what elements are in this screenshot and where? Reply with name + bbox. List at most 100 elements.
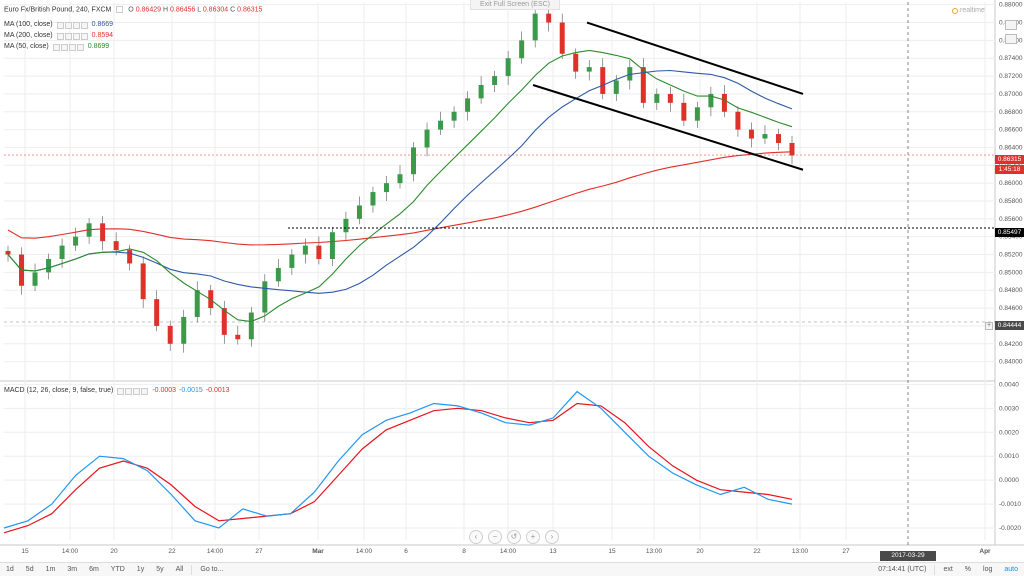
candle-bull: [383, 183, 389, 193]
candle-bull: [451, 111, 457, 121]
price-tick-label: 0.86600: [999, 127, 1023, 134]
scroll-right-icon[interactable]: ›: [545, 530, 559, 544]
candle-bear: [140, 263, 146, 300]
open-value: 0.86429: [135, 6, 162, 14]
time-tick-label: 8: [462, 548, 466, 555]
candle-bear: [559, 22, 565, 54]
settings-icon[interactable]: [125, 387, 133, 395]
candle-bull: [586, 67, 592, 72]
more-icon[interactable]: [76, 43, 84, 51]
candle-bear: [748, 129, 754, 139]
candle-bull: [289, 254, 295, 268]
utc-clock[interactable]: 07:14:41 (UTC): [878, 565, 927, 573]
range-5y[interactable]: 5y: [156, 565, 164, 573]
candle-bear: [546, 13, 552, 23]
range-3m[interactable]: 3m: [67, 565, 78, 573]
legend-ma100[interactable]: MA (100, close) 0.8669: [4, 21, 114, 29]
time-tick-label: Apr: [979, 548, 991, 555]
close-icon[interactable]: [72, 32, 80, 40]
price-tick-label: 0.85800: [999, 198, 1023, 205]
candle-bull: [302, 245, 308, 255]
price-tick-label: 0.84200: [999, 341, 1023, 348]
time-tick-label: 15: [608, 548, 616, 555]
candle-bull: [343, 218, 349, 233]
side-panel: [1001, 6, 1021, 48]
eye-icon[interactable]: [52, 43, 60, 51]
zoom-in-icon[interactable]: +: [526, 530, 540, 544]
candle-bear: [721, 93, 727, 112]
reset-icon[interactable]: ↺: [507, 530, 521, 544]
price-tick-label: 0.84600: [999, 305, 1023, 312]
zoom-out-icon[interactable]: −: [488, 530, 502, 544]
candle-bull: [329, 232, 335, 259]
candle-bear: [789, 142, 795, 156]
log-toggle[interactable]: log: [983, 565, 993, 573]
realtime-indicator[interactable]: realtime: [952, 7, 985, 14]
time-tick-label: 13:00: [646, 548, 663, 555]
more-icon[interactable]: [80, 21, 88, 29]
range-1m[interactable]: 1m: [45, 565, 56, 573]
settings-icon[interactable]: [116, 6, 124, 13]
eye-icon[interactable]: [56, 21, 64, 29]
candle-bull: [370, 192, 376, 206]
ext-toggle[interactable]: ext: [943, 565, 953, 573]
candle-bear: [667, 93, 673, 103]
range-1y[interactable]: 1y: [136, 565, 145, 573]
candle-bull: [613, 80, 619, 94]
close-icon[interactable]: [133, 387, 141, 395]
settings-icon[interactable]: [60, 43, 68, 51]
exit-fullscreen-button[interactable]: Exit Full Screen (ESC): [470, 0, 560, 10]
more-icon[interactable]: [141, 387, 149, 395]
eye-icon[interactable]: [117, 387, 125, 395]
time-tick-label: 20: [696, 548, 704, 555]
candle-bull: [194, 290, 200, 317]
range-6m[interactable]: 6m: [89, 565, 99, 573]
candle-bull: [532, 13, 538, 41]
price-tick-label: 0.88000: [999, 2, 1023, 9]
auto-toggle[interactable]: auto: [1004, 565, 1018, 573]
price-tick-label: 0.86400: [999, 144, 1023, 151]
camera-icon[interactable]: [1005, 34, 1017, 44]
close-icon[interactable]: [72, 21, 80, 29]
settings-icon[interactable]: [64, 21, 72, 29]
symbol-title: Euro Fx/British Pound, 240, FXCM: [4, 6, 112, 14]
add-icon[interactable]: +: [985, 322, 993, 330]
candle-bull: [438, 120, 444, 130]
legend-ma200[interactable]: MA (200, close) 0.8594: [4, 32, 114, 40]
goto-button[interactable]: Go to...: [200, 565, 224, 573]
scroll-left-icon[interactable]: ‹: [469, 530, 483, 544]
settings-icon[interactable]: [64, 32, 72, 40]
legend-macd[interactable]: MACD (12, 26, close, 9, false, true) -0.…: [4, 387, 230, 395]
fullscreen-icon[interactable]: [1005, 20, 1017, 30]
candle-bear: [735, 111, 741, 130]
candle-bear: [221, 308, 227, 335]
range-ytd[interactable]: YTD: [110, 565, 125, 573]
candle-bear: [100, 223, 106, 242]
time-tick-label: 27: [255, 548, 263, 555]
candle-bull: [762, 134, 768, 139]
percent-toggle[interactable]: %: [964, 565, 972, 573]
close-icon[interactable]: [68, 43, 76, 51]
time-tick-label: 20: [110, 548, 118, 555]
legend-ma50[interactable]: MA (50, close) 0.8699: [4, 43, 110, 51]
divider: [191, 564, 193, 575]
level-price-tag: 0.85497: [995, 228, 1024, 237]
price-tick-label: 0.87400: [999, 55, 1023, 62]
range-5d[interactable]: 5d: [25, 565, 34, 573]
range-all[interactable]: All: [175, 565, 184, 573]
ma50-line: [7, 49, 793, 323]
eye-icon[interactable]: [56, 32, 64, 40]
macd-tick-label: 0.0000: [999, 477, 1019, 484]
candle-bear: [573, 53, 579, 72]
candle-bear: [600, 67, 606, 94]
price-tick-label: 0.85200: [999, 252, 1023, 259]
time-tick-label: 14:00: [500, 548, 517, 555]
time-tick-label: 22: [753, 548, 761, 555]
candle-bull: [275, 267, 281, 282]
range-1d[interactable]: 1d: [6, 565, 14, 573]
countdown-tag: 1:45:18: [995, 165, 1024, 174]
more-icon[interactable]: [80, 32, 88, 40]
candle-bear: [154, 299, 160, 326]
